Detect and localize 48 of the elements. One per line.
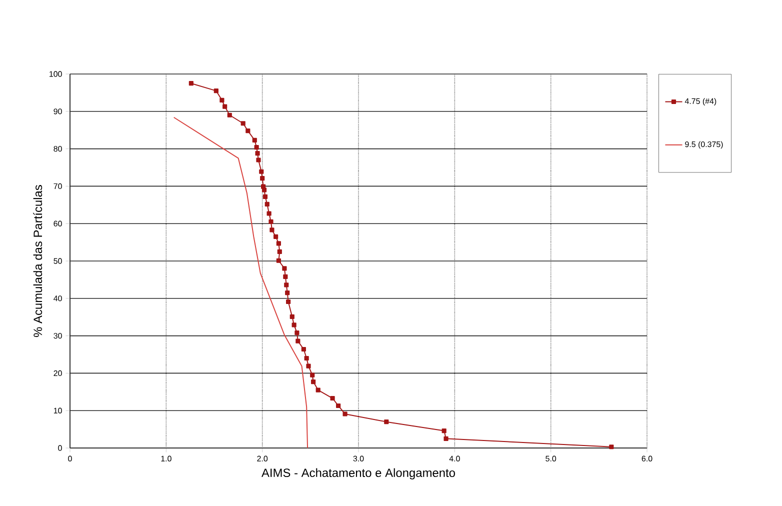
point [301,346,306,352]
point [259,169,264,174]
y-axis-title: % Acumulada das Partículas [33,185,42,337]
point [256,158,261,162]
point [286,299,291,304]
point [252,138,257,142]
point [285,290,290,296]
point [276,258,281,263]
point [330,396,335,401]
point [342,412,348,416]
point [270,228,274,232]
point [262,194,268,199]
point [292,322,296,328]
point [268,219,274,224]
point [284,282,289,288]
point [310,372,315,378]
point [290,314,294,320]
point [255,150,260,156]
x-axis-title: AIMS - Achatamento e Alongamento [261,468,455,480]
point [214,88,218,94]
point [240,121,246,126]
point [266,211,272,216]
point [296,338,300,344]
point [609,444,614,450]
point [260,176,265,181]
point [220,98,224,102]
point [294,330,300,336]
point [188,81,194,86]
point [274,234,278,239]
point [311,380,316,384]
point [442,428,446,434]
line-series [173,116,308,448]
point [306,364,311,368]
point [444,436,448,441]
point [316,388,320,392]
point [254,145,259,150]
point [264,202,270,206]
point [277,249,282,254]
point [384,420,389,424]
point [246,128,250,134]
point [282,266,287,271]
point [283,274,288,279]
point [336,403,341,408]
point [227,112,232,118]
point [276,241,281,246]
point [222,104,228,109]
point [304,356,309,361]
point [262,188,267,192]
